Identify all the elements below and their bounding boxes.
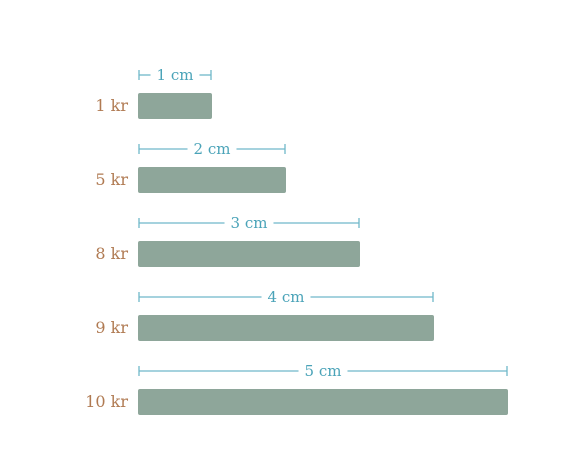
chart-row: 9 kr 4 cm [95,288,434,341]
dimension-label: 2 cm [194,140,231,158]
bar [138,167,286,193]
bar [138,93,212,119]
bar [138,315,434,341]
category-label: 10 kr [85,392,128,411]
bar [138,389,508,415]
bar [138,241,360,267]
dimension-label: 1 cm [157,66,194,84]
category-label: 1 kr [95,96,128,115]
chart-row: 1 kr 1 cm [95,66,212,119]
chart-rows: 1 kr 1 cm 5 kr 2 cm 8 kr 3 cm 9 kr 4 cm 10 kr 5 c… [85,66,508,415]
chart-row: 5 kr 2 cm [95,140,286,193]
chart-row: 8 kr 3 cm [95,214,360,267]
category-label: 5 kr [95,170,128,189]
category-label: 8 kr [95,244,128,263]
dimension-label: 3 cm [231,214,268,232]
dimension-label: 5 cm [305,362,342,380]
chart-row: 10 kr 5 cm [85,362,508,415]
dimension-label: 4 cm [268,288,305,306]
category-label: 9 kr [95,318,128,337]
